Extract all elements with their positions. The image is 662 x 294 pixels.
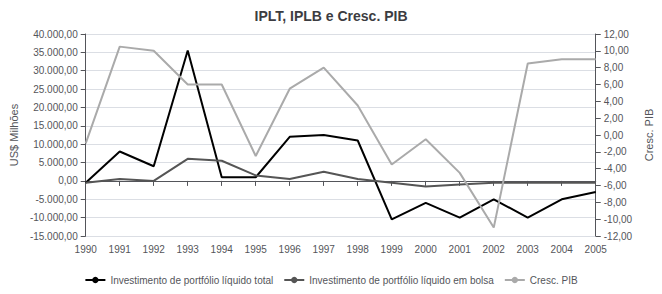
svg-text:25.000,00: 25.000,00 (33, 84, 78, 95)
svg-text:1998: 1998 (347, 244, 370, 255)
svg-text:-8,00: -8,00 (604, 197, 627, 208)
svg-text:-5.000,00: -5.000,00 (35, 194, 78, 205)
svg-text:US$ Milhões: US$ Milhões (8, 103, 20, 166)
svg-text:IPLT, IPLB e Cresc. PIB: IPLT, IPLB e Cresc. PIB (254, 8, 407, 24)
svg-text:-6,00: -6,00 (604, 180, 627, 191)
svg-text:1994: 1994 (211, 244, 234, 255)
svg-text:4,00: 4,00 (604, 96, 624, 107)
svg-text:35.000,00: 35.000,00 (33, 47, 78, 58)
svg-text:0,00: 0,00 (604, 130, 624, 141)
svg-text:20.000,00: 20.000,00 (33, 102, 78, 113)
svg-text:-12,00: -12,00 (604, 231, 633, 242)
svg-text:Investimento de portfólio líqu: Investimento de portfólio líquido total (110, 275, 273, 286)
svg-text:1992: 1992 (143, 244, 166, 255)
svg-text:Cresc. PIB: Cresc. PIB (643, 109, 655, 162)
svg-text:1990: 1990 (75, 244, 98, 255)
svg-text:Cresc. PIB: Cresc. PIB (530, 275, 578, 286)
svg-text:2004: 2004 (551, 244, 574, 255)
svg-text:1996: 1996 (279, 244, 302, 255)
svg-text:1999: 1999 (381, 244, 404, 255)
svg-text:Investimento de portfólio líqu: Investimento de portfólio líquido em bol… (309, 275, 494, 286)
svg-text:1991: 1991 (109, 244, 132, 255)
svg-text:5.000,00: 5.000,00 (39, 157, 78, 168)
svg-text:0,00: 0,00 (58, 175, 78, 186)
svg-text:2002: 2002 (483, 244, 506, 255)
svg-text:-2,00: -2,00 (604, 146, 627, 157)
svg-text:1997: 1997 (313, 244, 336, 255)
svg-text:2,00: 2,00 (604, 113, 624, 124)
svg-text:10.000,00: 10.000,00 (33, 139, 78, 150)
svg-text:-4,00: -4,00 (604, 163, 627, 174)
svg-text:10,00: 10,00 (604, 45, 629, 56)
svg-text:30.000,00: 30.000,00 (33, 65, 78, 76)
svg-text:40.000,00: 40.000,00 (33, 29, 78, 40)
svg-text:6,00: 6,00 (604, 79, 624, 90)
svg-text:-10,00: -10,00 (604, 214, 633, 225)
svg-text:-15.000,00: -15.000,00 (30, 231, 78, 242)
svg-text:1993: 1993 (177, 244, 200, 255)
svg-text:2003: 2003 (517, 244, 540, 255)
svg-text:2000: 2000 (415, 244, 438, 255)
svg-text:-10.000,00: -10.000,00 (30, 212, 78, 223)
svg-text:12,00: 12,00 (604, 29, 629, 40)
svg-text:2005: 2005 (585, 244, 608, 255)
svg-text:8,00: 8,00 (604, 62, 624, 73)
svg-text:1995: 1995 (245, 244, 268, 255)
svg-text:2001: 2001 (449, 244, 472, 255)
svg-text:15.000,00: 15.000,00 (33, 120, 78, 131)
